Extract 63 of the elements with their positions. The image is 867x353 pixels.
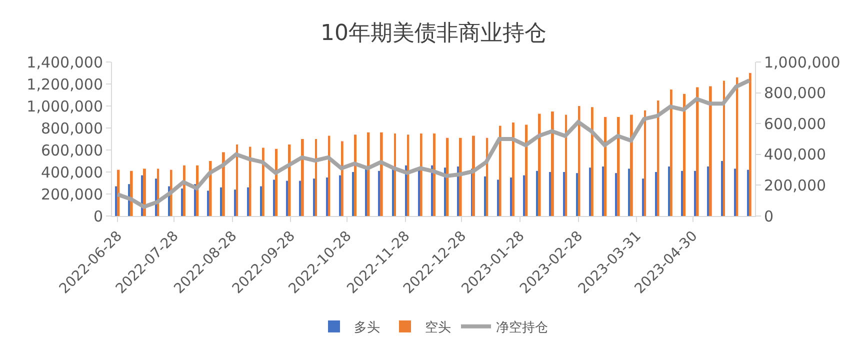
y-tick-label: 0 [93,207,103,226]
legend-label: 多头 [354,320,380,336]
bar [591,107,594,216]
bar [696,87,699,216]
bar [315,139,318,216]
y2-tick-label: 600,000 [764,114,826,133]
bar [262,148,264,216]
bar [275,148,278,216]
bar [433,134,436,216]
chart-title: 10年期美债非商业持仓 [320,21,546,46]
bar [749,73,752,216]
bar [499,126,502,216]
bar [392,168,394,216]
y-tick-label: 800,000 [40,119,103,138]
bar [721,161,724,216]
bar [380,132,383,216]
bar [394,134,396,216]
bar [301,139,304,216]
y2-tick-label: 200,000 [764,176,826,194]
bar [354,134,357,216]
bar [734,168,736,216]
bar [655,172,658,216]
bar [630,114,633,216]
y2-tick-label: 1,000,000 [764,53,840,72]
line-series [116,78,752,209]
legend-label: 空头 [425,320,451,336]
bar [459,138,462,216]
bar [446,138,449,216]
y-tick-label: 1,000,000 [26,97,103,116]
bar [143,168,146,216]
bar [538,114,541,216]
bar [644,110,646,216]
bar [670,90,672,216]
bar [551,112,554,216]
bar [420,134,422,216]
bar [183,165,186,216]
y2-tick-label: 400,000 [764,146,826,164]
bar [525,124,528,216]
bar [130,170,133,216]
y-tick-label: 1,400,000 [26,53,103,72]
bar [222,152,225,216]
bar [512,122,514,216]
bar [472,136,475,216]
bar [236,144,238,216]
y-tick-label: 1,200,000 [26,75,103,94]
y-tick-label: 400,000 [40,163,103,182]
y-tick-label: 600,000 [40,141,103,160]
bar [642,178,644,216]
bar [604,117,607,216]
bar [326,178,328,216]
bar [313,178,316,216]
y2-tick-label: 0 [764,207,774,226]
bar [709,86,712,216]
bar [234,190,236,216]
bar [723,80,726,216]
y-tick-label: 200,000 [40,185,103,204]
bar [565,114,568,216]
bar [683,94,686,216]
bar [341,141,344,216]
legend-label: 净空持仓 [496,320,548,336]
bar [484,176,486,216]
y2-tick-label: 800,000 [764,84,826,102]
bar [563,172,566,216]
